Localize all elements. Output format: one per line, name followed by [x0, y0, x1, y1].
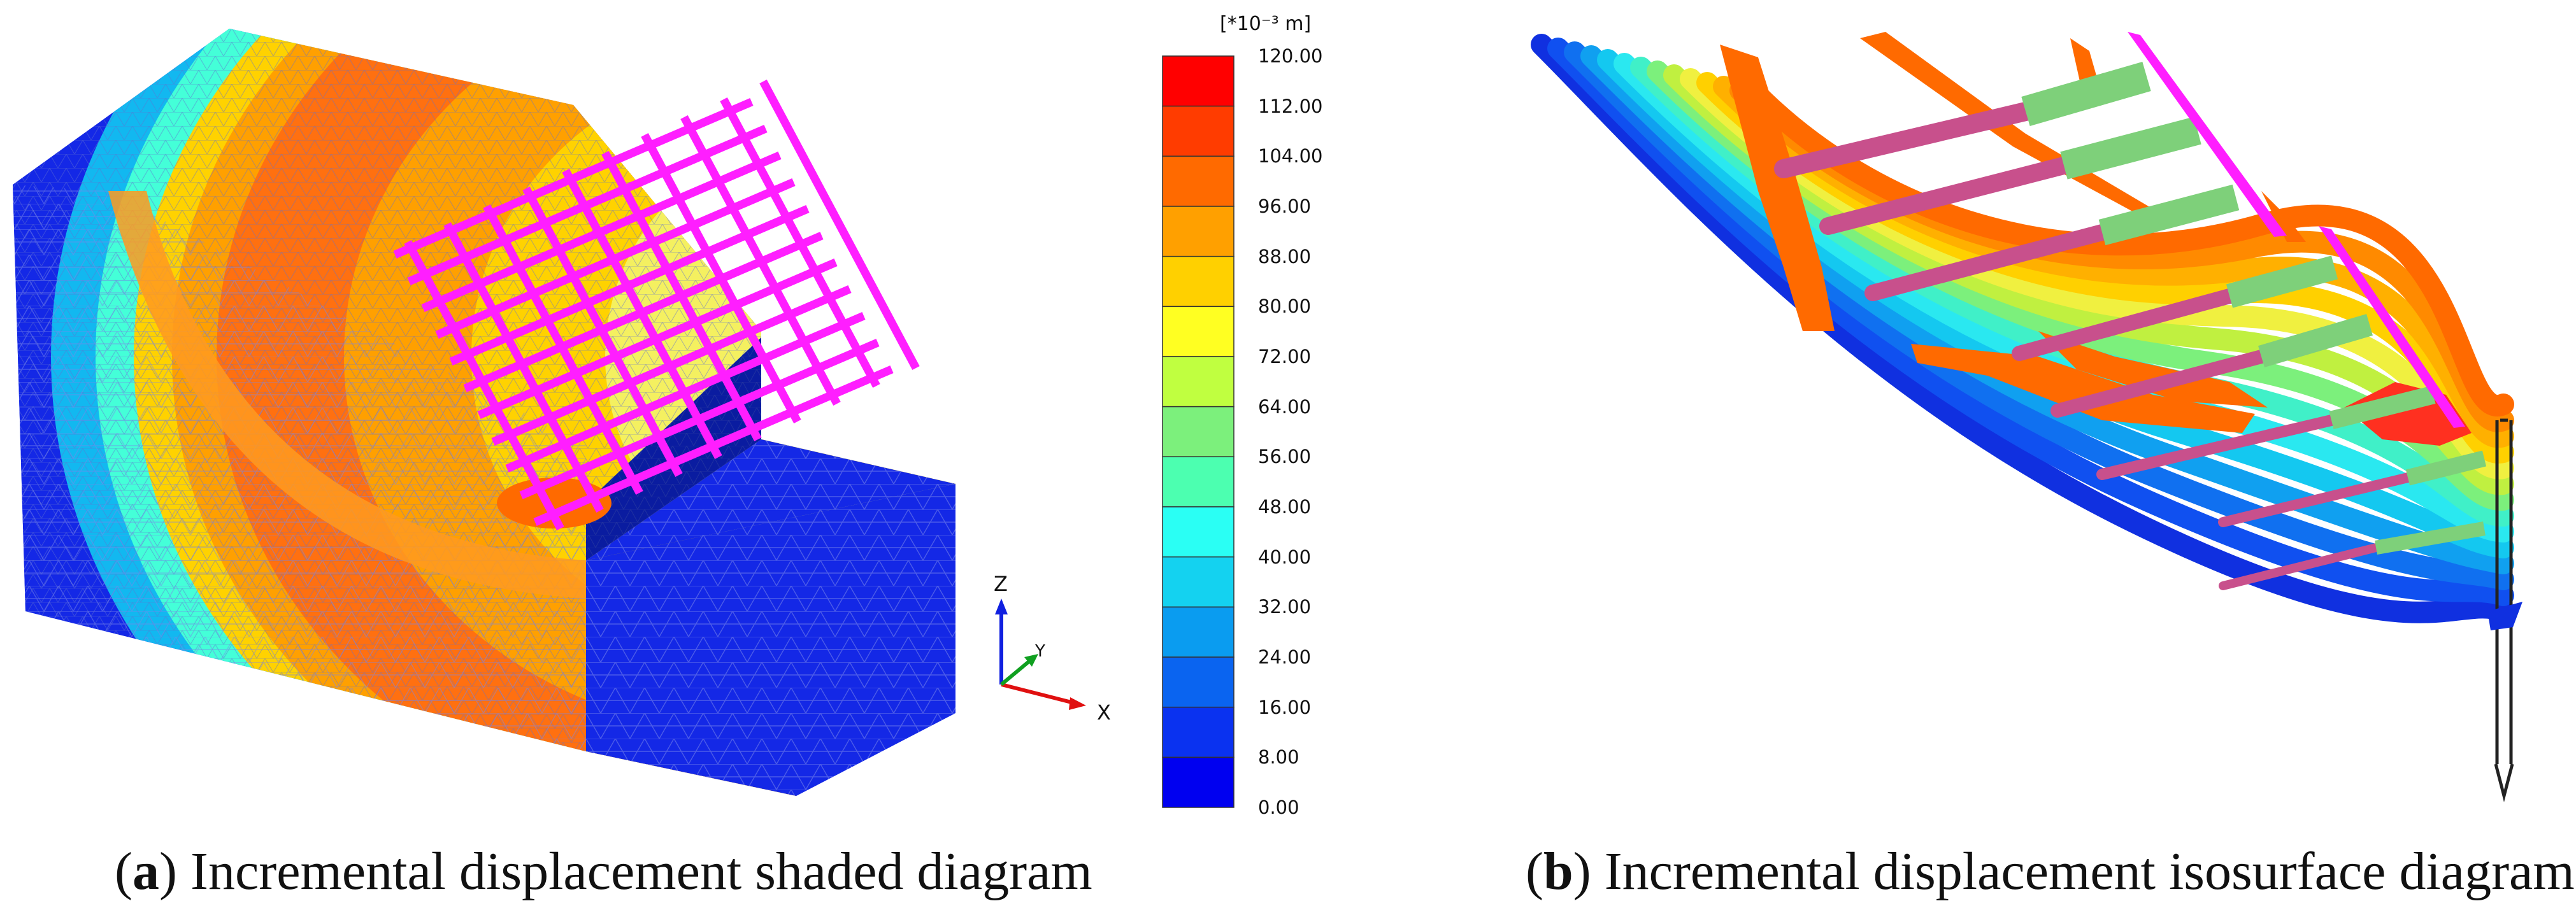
- colorbar-tick-label: 112.00: [1258, 95, 1323, 117]
- grid-bar: [519, 339, 880, 499]
- anchor-free-length: [1819, 157, 2073, 235]
- anchor-bonded-length: [2258, 314, 2373, 367]
- anchor-bonded-length: [2329, 386, 2436, 429]
- colorbar-tick-label: 80.00: [1258, 295, 1312, 318]
- anchor-bonded-length: [2375, 521, 2486, 555]
- reinforcement-grid: [393, 79, 920, 531]
- colorbar-tick-label: 72.00: [1258, 346, 1312, 367]
- colorbar-swatch: [1162, 55, 1234, 107]
- anchor-free-length: [2050, 350, 2268, 418]
- caption-a-text: Incremental displacement shaded diagram: [190, 842, 1092, 901]
- grid-bar: [435, 178, 796, 339]
- colorbar-swatch: [1162, 506, 1234, 558]
- colorbar-unit: [*10⁻³ m]: [1220, 13, 1312, 35]
- pile-toe-bulb: [2487, 602, 2522, 630]
- colorbar-swatch: [1162, 456, 1234, 507]
- wall-beam-lower: [2319, 226, 2465, 428]
- colorbar-tick-label: 8.00: [1258, 746, 1299, 769]
- colorbar-swatch: [1162, 606, 1234, 658]
- anchor-free-length: [1864, 224, 2110, 301]
- colorbar-tick-label: 40.00: [1258, 546, 1312, 568]
- soil-anchors: [1774, 61, 2487, 590]
- axis-label-x: X: [1097, 700, 1111, 725]
- grid-bar: [393, 98, 754, 259]
- isosurface-band: [1746, 83, 2514, 416]
- colorbar: [1162, 55, 1234, 808]
- colorbar-tick-label: 24.00: [1258, 646, 1312, 668]
- anchor-free-length: [2012, 288, 2237, 361]
- colorbar-tick-label: 32.00: [1258, 596, 1312, 618]
- anchor-free-length: [2096, 415, 2337, 480]
- colorbar-swatch: [1162, 756, 1234, 808]
- colorbar-swatch: [1162, 255, 1234, 308]
- caption-b-text: Incremental displacement isosurface diag…: [1604, 842, 2575, 901]
- colorbar-tick-label: 64.00: [1258, 395, 1312, 418]
- anchor-bonded-length: [2060, 117, 2201, 180]
- colorbar-tick-label: 88.00: [1258, 245, 1312, 267]
- anchor-bonded-length: [2021, 61, 2151, 127]
- y-axis-arrow: [1000, 657, 1033, 686]
- grid-bar: [421, 152, 782, 312]
- grid-bar: [505, 312, 866, 472]
- grid-bar: [533, 365, 894, 526]
- axis-label-y: Y: [1035, 642, 1045, 661]
- axis-label-z: Z: [994, 572, 1008, 596]
- wall-beam-upper: [2128, 32, 2287, 237]
- colorbar-swatch: [1162, 105, 1234, 157]
- colorbar-swatch: [1162, 656, 1234, 708]
- colorbar-tick-label: 120.00: [1258, 45, 1323, 67]
- pile: [2494, 418, 2514, 802]
- grid-bar: [463, 232, 824, 392]
- grid-bar: [759, 79, 920, 371]
- colorbar-swatch: [1162, 155, 1234, 207]
- anchor-free-length: [2218, 472, 2413, 527]
- colorbar-swatch: [1162, 206, 1234, 257]
- anchor-bonded-length: [2226, 255, 2338, 308]
- anchor-free-length: [2219, 543, 2380, 590]
- grid-bar: [404, 239, 564, 531]
- colorbar-swatch: [1162, 706, 1234, 758]
- colorbar-tick-label: 16.00: [1258, 696, 1312, 718]
- caption-b-letter: b: [1543, 842, 1573, 901]
- anchor-free-length: [1774, 102, 2035, 178]
- caption-a: (a) Incremental displacement shaded diag…: [115, 842, 1092, 901]
- panel-b-isosurface: [1531, 32, 2522, 802]
- isosurface-fragments: [1720, 32, 2472, 446]
- x-axis-arrow: [1001, 683, 1077, 706]
- panel-a-shaded-model: [13, 29, 955, 796]
- caption-a-letter: a: [132, 842, 159, 901]
- colorbar-tick-label: 0.00: [1258, 797, 1299, 818]
- grid-bar: [449, 205, 810, 365]
- anchor-bonded-length: [2405, 450, 2487, 486]
- grid-bar: [407, 125, 768, 285]
- colorbar-tick-label: 104.00: [1258, 145, 1323, 167]
- grid-bar: [491, 285, 852, 446]
- colorbar-tick-label: 48.00: [1258, 496, 1312, 518]
- caption-b: (b) Incremental displacement isosurface …: [1526, 842, 2575, 901]
- colorbar-swatch: [1162, 406, 1234, 458]
- axis-triad: [995, 599, 1086, 710]
- colorbar-swatch: [1162, 356, 1234, 408]
- colorbar-swatch: [1162, 306, 1234, 357]
- anchor-bonded-length: [2098, 184, 2240, 246]
- grid-bar: [477, 259, 838, 419]
- colorbar-tick-label: 56.00: [1258, 446, 1312, 468]
- colorbar-tick-label: 96.00: [1258, 195, 1312, 217]
- colorbar-swatch: [1162, 556, 1234, 608]
